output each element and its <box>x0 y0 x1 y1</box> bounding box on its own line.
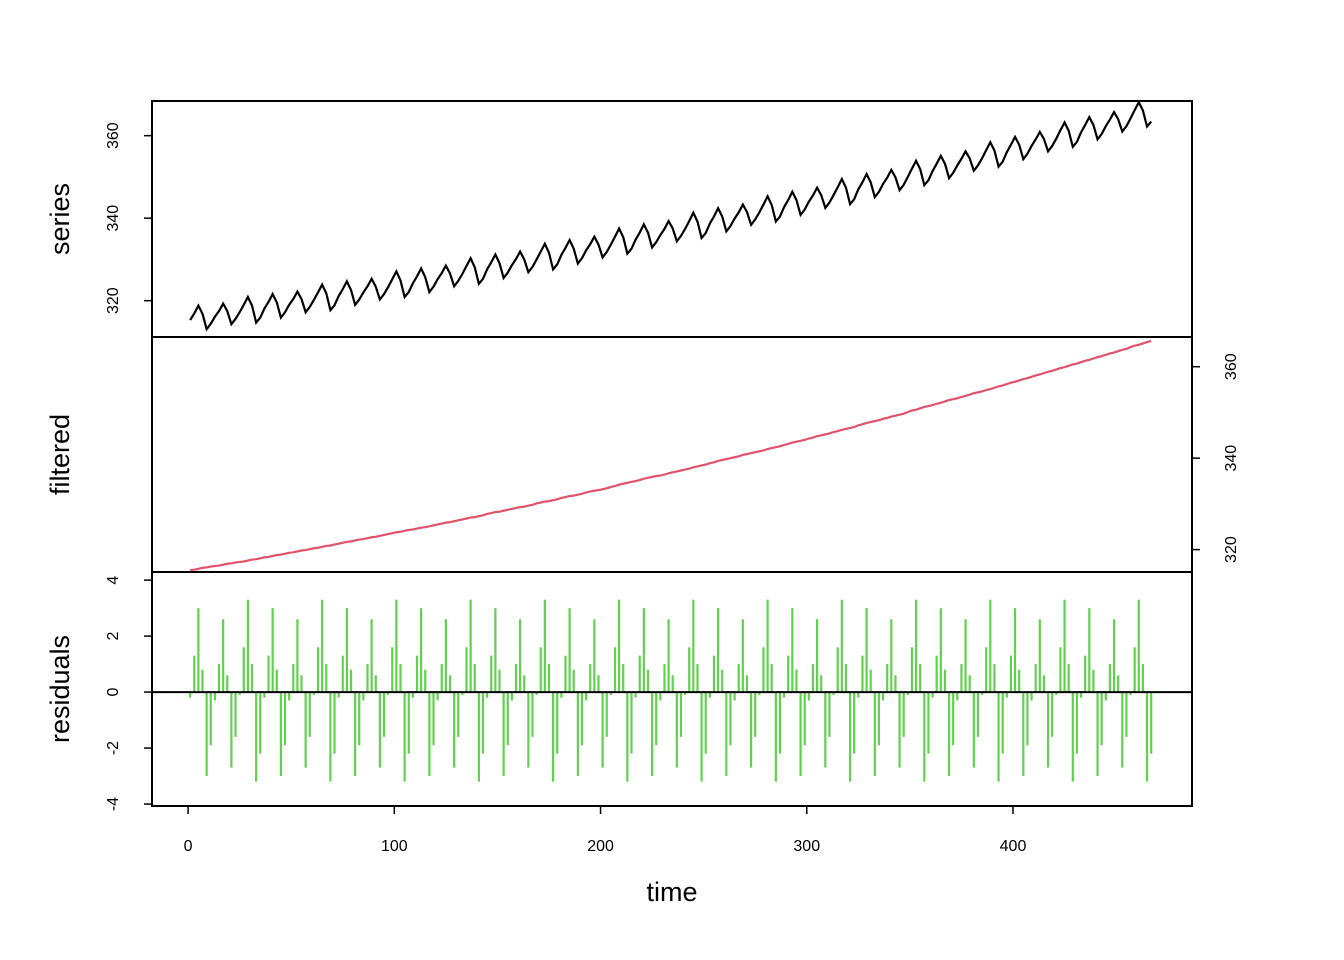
y-tick-label: 340 <box>1223 445 1240 472</box>
panel-frame <box>151 336 1193 573</box>
y-tick-label: 360 <box>1223 353 1240 380</box>
x-axis-label: time <box>646 877 697 907</box>
x-tick-label: 300 <box>793 838 820 855</box>
x-tick-label: 100 <box>381 838 408 855</box>
y-axis-label: residuals <box>45 635 75 743</box>
y-tick-label: 360 <box>105 122 122 149</box>
data-line <box>189 99 1153 332</box>
y-tick-label: 320 <box>105 287 122 314</box>
y-tick-label: 320 <box>1223 536 1240 563</box>
y-tick-label: 2 <box>105 632 122 641</box>
panel-frame <box>151 100 1193 338</box>
data-line <box>190 340 1152 572</box>
y-tick-label: -2 <box>105 741 122 755</box>
y-axis-label: series <box>45 183 75 255</box>
y-tick-label: 4 <box>105 576 122 585</box>
y-tick-label: 0 <box>105 688 122 697</box>
x-tick-label: 400 <box>1000 838 1027 855</box>
x-tick-label: 0 <box>184 838 193 855</box>
x-tick-label: 200 <box>587 838 614 855</box>
y-tick-label: -4 <box>105 797 122 811</box>
panel-frame <box>151 571 1193 807</box>
y-tick-label: 340 <box>105 205 122 232</box>
y-axis-label: filtered <box>45 414 75 495</box>
